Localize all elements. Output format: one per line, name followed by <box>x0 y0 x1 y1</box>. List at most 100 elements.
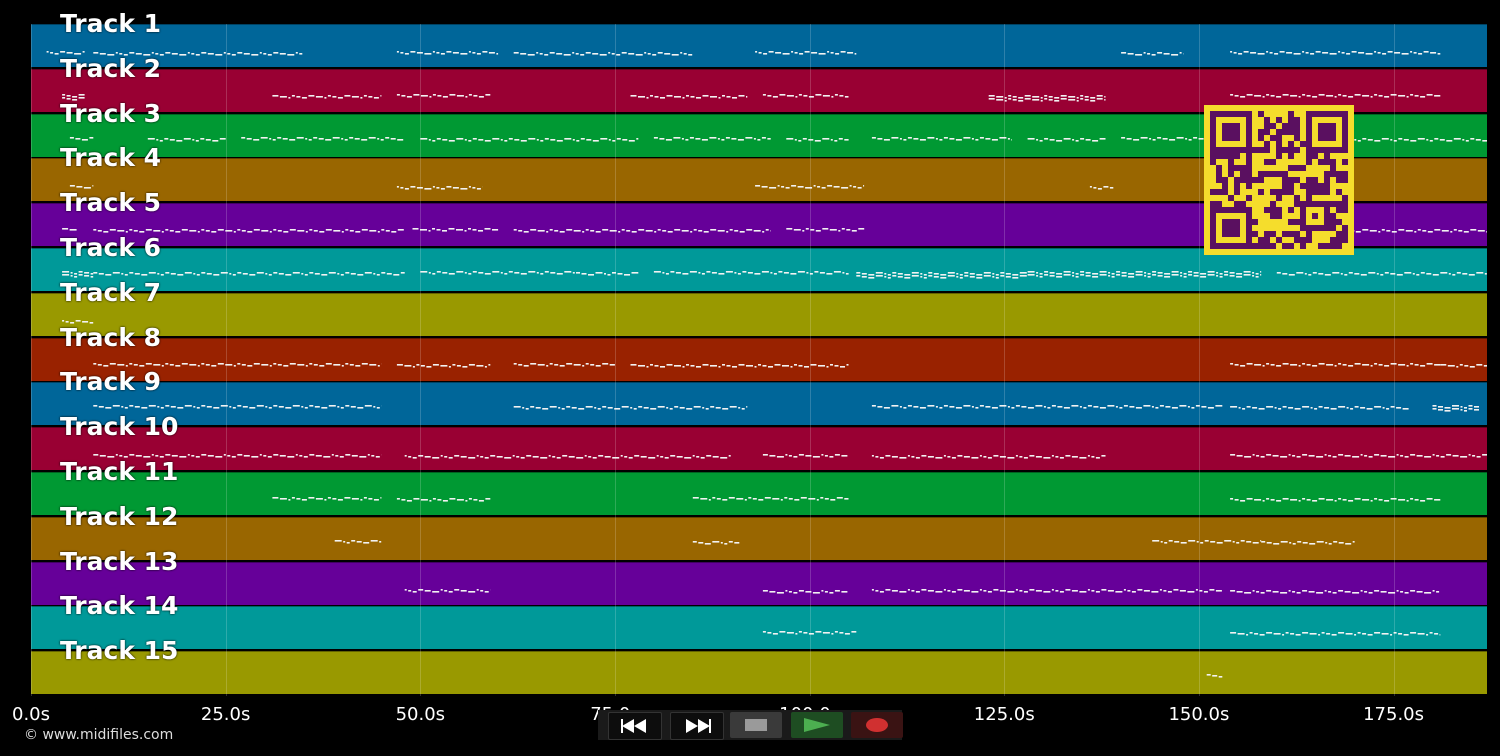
midi-note <box>1390 406 1395 408</box>
midi-note <box>717 137 720 140</box>
midi-note <box>1424 591 1432 594</box>
midi-note <box>231 54 236 56</box>
midi-note <box>955 407 962 409</box>
midi-note <box>1191 407 1195 409</box>
midi-note <box>1270 499 1275 501</box>
midi-note <box>1116 274 1121 276</box>
midi-note <box>472 229 477 231</box>
midi-note <box>328 272 336 274</box>
midi-note <box>1432 589 1435 592</box>
midi-note <box>921 455 927 457</box>
midi-note <box>1057 406 1063 408</box>
midi-note <box>303 456 308 458</box>
midi-note <box>1362 363 1370 366</box>
midi-note <box>161 364 164 367</box>
midi-note <box>75 137 81 140</box>
play-button[interactable] <box>791 712 843 738</box>
midi-note <box>1370 364 1373 367</box>
midi-note <box>279 455 286 457</box>
midi-note <box>440 588 443 591</box>
track-lane[interactable] <box>31 337 1487 381</box>
midi-note <box>1090 96 1096 99</box>
midi-note <box>1321 632 1325 634</box>
midi-note <box>964 272 969 274</box>
midi-note <box>1398 137 1403 140</box>
record-button[interactable] <box>851 712 903 738</box>
midi-note <box>171 53 178 55</box>
track-lane[interactable] <box>31 561 1487 605</box>
qr-code[interactable] <box>1204 105 1354 255</box>
track-lane[interactable] <box>31 292 1487 336</box>
midi-note <box>798 454 804 456</box>
track-lane[interactable] <box>31 427 1487 471</box>
midi-note <box>1290 633 1295 635</box>
fast-forward-button[interactable] <box>670 712 724 740</box>
midi-note <box>612 272 616 274</box>
midi-note <box>1314 408 1318 410</box>
track-lane[interactable] <box>31 651 1487 695</box>
midi-note <box>1432 405 1437 407</box>
rewind-button[interactable] <box>608 712 662 740</box>
midi-note <box>367 454 370 456</box>
midi-note <box>325 229 332 231</box>
midi-note <box>1218 676 1223 678</box>
midi-note <box>129 52 135 54</box>
midi-note <box>933 273 939 275</box>
midi-note <box>385 136 390 139</box>
midi-note <box>1452 455 1459 457</box>
midi-note <box>1274 53 1279 55</box>
midi-note <box>379 540 382 543</box>
midi-note <box>357 274 364 276</box>
midi-note <box>476 53 481 55</box>
midi-note <box>979 136 984 139</box>
midi-note <box>332 498 337 500</box>
midi-note <box>701 138 708 141</box>
midi-note <box>871 588 874 591</box>
midi-note <box>207 53 214 55</box>
midi-note <box>1135 271 1143 273</box>
midi-note <box>786 632 794 634</box>
midi-note <box>345 362 349 365</box>
midi-note <box>1394 52 1401 54</box>
track-label: Track 5 <box>60 188 162 218</box>
midi-note <box>129 229 133 231</box>
midi-note <box>478 500 484 502</box>
track-lane[interactable] <box>31 472 1487 515</box>
track-lane[interactable] <box>31 606 1487 650</box>
midi-note <box>833 271 841 273</box>
midi-note <box>1085 272 1091 274</box>
midi-note <box>391 231 397 233</box>
midi-note <box>927 136 935 139</box>
midi-note <box>448 273 455 275</box>
track-lane[interactable] <box>31 382 1487 426</box>
stop-button[interactable] <box>730 712 782 738</box>
midi-note <box>1219 273 1223 275</box>
midi-note <box>70 272 73 274</box>
midi-note <box>1448 273 1451 275</box>
midi-note <box>432 273 436 275</box>
midi-note <box>644 52 647 54</box>
midi-note <box>532 456 539 458</box>
midi-note <box>1452 274 1456 276</box>
track-lane[interactable] <box>31 516 1487 560</box>
midi-note <box>1236 276 1243 278</box>
midi-note <box>646 365 649 368</box>
midi-note <box>911 272 919 274</box>
track-lane[interactable] <box>31 68 1487 112</box>
midi-note <box>1338 362 1342 365</box>
midi-note <box>891 589 898 592</box>
midi-note <box>1076 99 1079 102</box>
midi-note <box>279 498 287 500</box>
midi-note <box>277 136 282 139</box>
midi-note <box>1270 94 1275 97</box>
track-lane[interactable] <box>31 248 1487 291</box>
midi-note <box>1056 273 1063 275</box>
track-lane[interactable] <box>31 24 1487 67</box>
midi-note <box>666 94 673 97</box>
midi-note <box>304 274 308 276</box>
midi-note <box>165 52 171 54</box>
midi-note <box>812 591 820 594</box>
midi-note <box>513 362 517 365</box>
midi-note <box>315 95 323 98</box>
midi-note <box>726 364 731 367</box>
